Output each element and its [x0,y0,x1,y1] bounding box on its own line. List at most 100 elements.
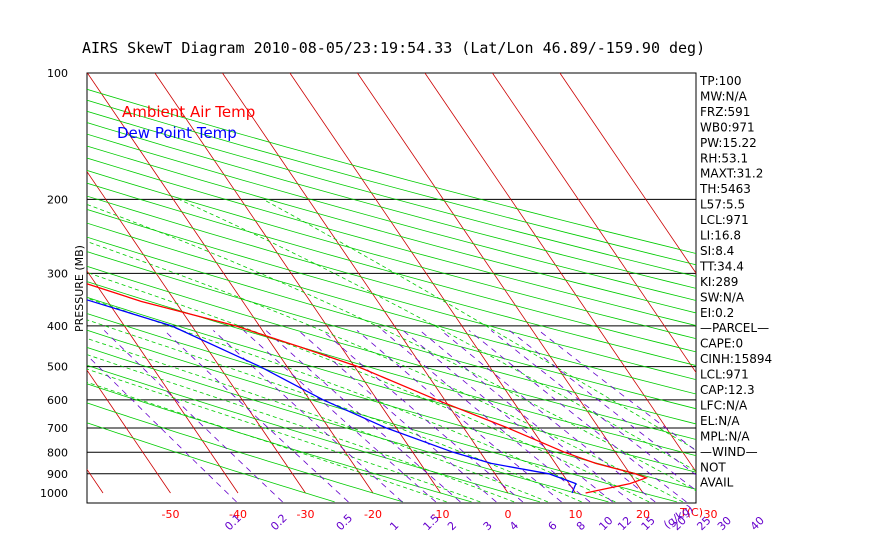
parameter-item: WB0:971 [700,120,755,134]
pressure-tick-label: 200 [47,193,68,206]
parameter-item: TP:100 [699,74,742,88]
moist-adiabat-line [87,338,548,503]
mixing-ratio-line [321,330,524,503]
mixing-ratio-line [87,354,237,503]
parameter-item: CAP:12.3 [700,383,755,397]
air-temp-line [87,283,649,494]
mixing-ratio-line [382,330,591,503]
parameter-item: CAPE:0 [700,337,743,351]
isotherm-line [357,73,644,494]
dry-adiabat-line [87,145,696,314]
legend-dew-point: Dew Point Temp [117,124,237,142]
moist-adiabat-line [87,354,515,503]
dry-adiabat-line [87,170,696,340]
y-axis-label: PRESSURE (MB) [73,245,86,332]
moist-adiabat-line [178,199,696,472]
pressure-tick-label: 1000 [40,487,68,500]
bottom-temp-tick-label: -20 [364,508,382,521]
dry-adiabat-line [87,251,696,425]
dry-adiabat-line [87,182,696,353]
pressure-tick-label: 400 [47,320,68,333]
dry-adiabat-line [87,195,696,366]
dew-point-line [87,299,577,494]
dry-adiabat-line [87,99,696,266]
parameter-item: LCL:971 [700,368,749,382]
bottom-temp-tick-label: -30 [297,508,315,521]
parameter-item: AVAIL [700,476,734,490]
mixing-ratio-tick-label: 12 [615,514,634,533]
moist-adiabat-line [87,204,696,492]
mixing-ratio-tick-label: 8 [574,519,588,533]
parameter-item: TT:34.4 [699,259,744,273]
parameter-item: TH:5463 [699,182,751,196]
pressure-tick-label: 700 [47,422,68,435]
parameter-item: RH:53.1 [700,151,748,165]
mixing-ratio-tick-label: 30 [715,514,734,533]
isotherm-line [222,73,509,494]
bottom-temp-tick-label: -10 [432,508,450,521]
mixing-ratio-tick-label: 3 [481,519,495,533]
plot-grid [0,73,696,503]
dry-adiabat-line [87,281,696,457]
parameter-item: EI:0.2 [700,306,734,320]
mixing-ratio-tick-label: 10 [596,514,615,533]
dry-adiabat-line [87,402,404,503]
mixing-ratio-tick-label: 6 [546,519,560,533]
bottom-temp-tick-label: -40 [229,508,247,521]
pressure-tick-label: 600 [47,394,68,407]
moist-adiabat-line [87,272,650,503]
dry-adiabat-line [87,122,696,289]
parameter-item: FRZ:591 [700,105,750,119]
dry-adiabat-line [87,157,696,326]
mixing-ratio-line [265,330,461,503]
isotherm-line [154,73,441,494]
bottom-temp-tick-label: -50 [162,508,180,521]
plot-lines [87,283,649,494]
pressure-tick-label: 300 [47,267,68,280]
parameter-item: SW:N/A [700,290,745,304]
bottom-temp-tick-label: 0 [505,508,512,521]
dry-adiabat-line [87,329,677,503]
parameter-item: EL:N/A [700,414,740,428]
parameter-item: LCL:971 [700,213,749,227]
parameter-item: MAXT:31.2 [700,167,763,181]
mixing-ratio-tick-label: 2 [445,519,459,533]
dry-adiabat-line [87,133,696,301]
parameter-item: MW:N/A [700,89,748,103]
mixing-ratio-line [103,330,283,503]
parameter-item: CINH:15894 [700,352,772,366]
mixing-ratio-tick-label: 0.2 [268,512,290,534]
mixing-ratio-line [468,330,687,503]
pressure-tick-label: 100 [47,67,68,80]
dry-adiabat-line [87,236,696,410]
dry-adiabat-line [87,110,696,277]
temp-axis-label: T(C) [679,506,703,519]
parameter-item: MPL:N/A [700,429,750,443]
moist-adiabat-line [87,368,481,503]
isotherm-line [0,73,36,493]
moist-adiabat-line [263,199,696,451]
isotherm-line [492,73,696,374]
isotherm-line [87,73,374,494]
parameter-item: —PARCEL— [700,321,769,335]
isotherm-line [87,369,171,494]
isotherm-line [559,73,696,274]
bottom-temp-tick-label: 20 [636,508,650,521]
chart-title: AIRS SkewT Diagram 2010-08-05/23:19:54.3… [82,39,705,57]
mixing-ratio-line [538,330,696,452]
parameter-item: LFC:N/A [700,398,748,412]
mixing-ratio-line [509,330,696,476]
dry-adiabat-line [87,265,696,440]
parameter-item: LI:16.8 [700,229,741,243]
mixing-ratio-line [243,330,437,503]
mixing-ratio-line [419,330,632,503]
mixing-ratio-tick-label: 1 [387,519,401,533]
dry-adiabat-line [87,347,609,503]
pressure-tick-label: 500 [47,361,68,374]
parameter-item: L57:5.5 [700,198,745,212]
moist-adiabat-line [87,297,616,503]
parameter-item: NOT [700,460,726,474]
dry-adiabat-line [87,222,696,395]
parameter-item: PW:15.22 [700,136,757,150]
